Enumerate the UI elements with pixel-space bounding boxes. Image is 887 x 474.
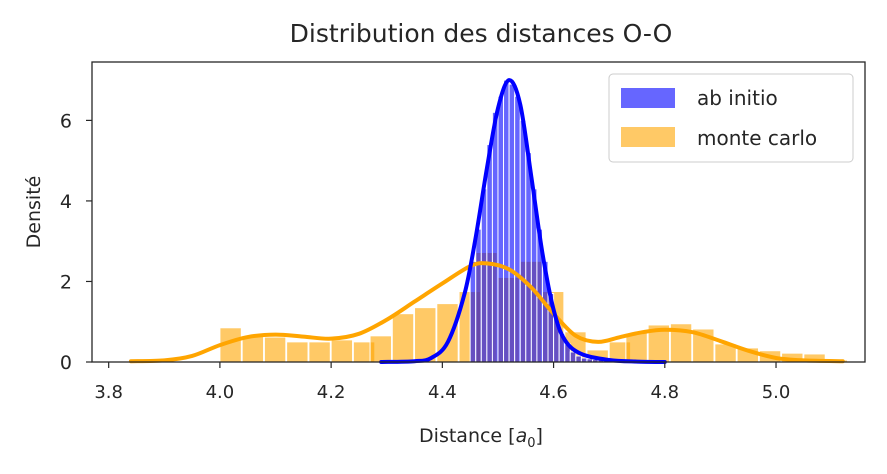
x-axis-label-bracket-open: [ <box>502 425 515 447</box>
legend-swatch-ab-initio <box>621 88 675 108</box>
x-tick-label: 5.0 <box>762 382 791 403</box>
x-axis-label-unit-sub: 0 <box>527 436 535 451</box>
x-axis-label: Distance [a0] <box>419 425 543 451</box>
bar-monte-carlo-7 <box>370 336 391 362</box>
bar-monte-carlo-19 <box>626 333 647 362</box>
bar-ab-initio-5 <box>498 96 504 362</box>
x-tick-label: 4.4 <box>428 382 457 403</box>
bar-monte-carlo-2 <box>264 337 285 362</box>
bar-ab-initio-2 <box>481 189 487 362</box>
x-tick-label: 4.8 <box>650 382 679 403</box>
y-tick-label: 4 <box>60 191 72 213</box>
bar-ab-initio-7 <box>509 84 515 362</box>
bar-ab-initio-8 <box>515 96 521 362</box>
legend-label-monte-carlo: monte carlo <box>697 126 817 150</box>
x-axis-label-bracket-close: ] <box>536 425 543 447</box>
y-tick-label: 0 <box>60 352 72 374</box>
x-axis-label-unit: a <box>516 425 528 447</box>
y-axis-label: Densité <box>23 176 45 249</box>
bar-monte-carlo-5 <box>331 340 352 362</box>
legend: ab initio monte carlo <box>609 74 853 162</box>
legend-label-ab-initio: ab initio <box>697 86 778 110</box>
x-axis-label-text: Distance <box>419 425 502 447</box>
x-tick-label: 3.8 <box>94 382 123 403</box>
chart-title: Distribution des distances O-O <box>290 19 673 48</box>
x-tick-label: 4.2 <box>317 382 346 403</box>
bar-ab-initio-9 <box>520 120 526 362</box>
y-ticks: 0 2 4 6 <box>60 110 92 374</box>
bar-ab-initio-0 <box>470 261 476 362</box>
bar-ab-initio-3 <box>487 145 493 362</box>
legend-swatch-monte-carlo <box>621 127 675 147</box>
bar-ab-initio-18 <box>570 352 576 362</box>
bar-ab-initio-1 <box>476 229 482 362</box>
bar-monte-carlo-3 <box>287 342 308 362</box>
x-tick-label: 4.0 <box>206 382 235 403</box>
x-tick-label: 4.6 <box>539 382 568 403</box>
bar-monte-carlo-1 <box>242 336 263 362</box>
y-tick-label: 6 <box>60 110 72 132</box>
bar-monte-carlo-8 <box>392 314 413 362</box>
bar-ab-initio-19 <box>576 356 582 362</box>
y-tick-label: 2 <box>60 271 72 293</box>
bar-monte-carlo-9 <box>415 308 436 362</box>
bar-ab-initio-6 <box>504 80 510 362</box>
bar-monte-carlo-4 <box>309 342 330 362</box>
bar-ab-initio-4 <box>492 112 498 362</box>
x-ticks: 3.8 4.0 4.2 4.4 4.6 4.8 5.0 <box>94 362 790 403</box>
